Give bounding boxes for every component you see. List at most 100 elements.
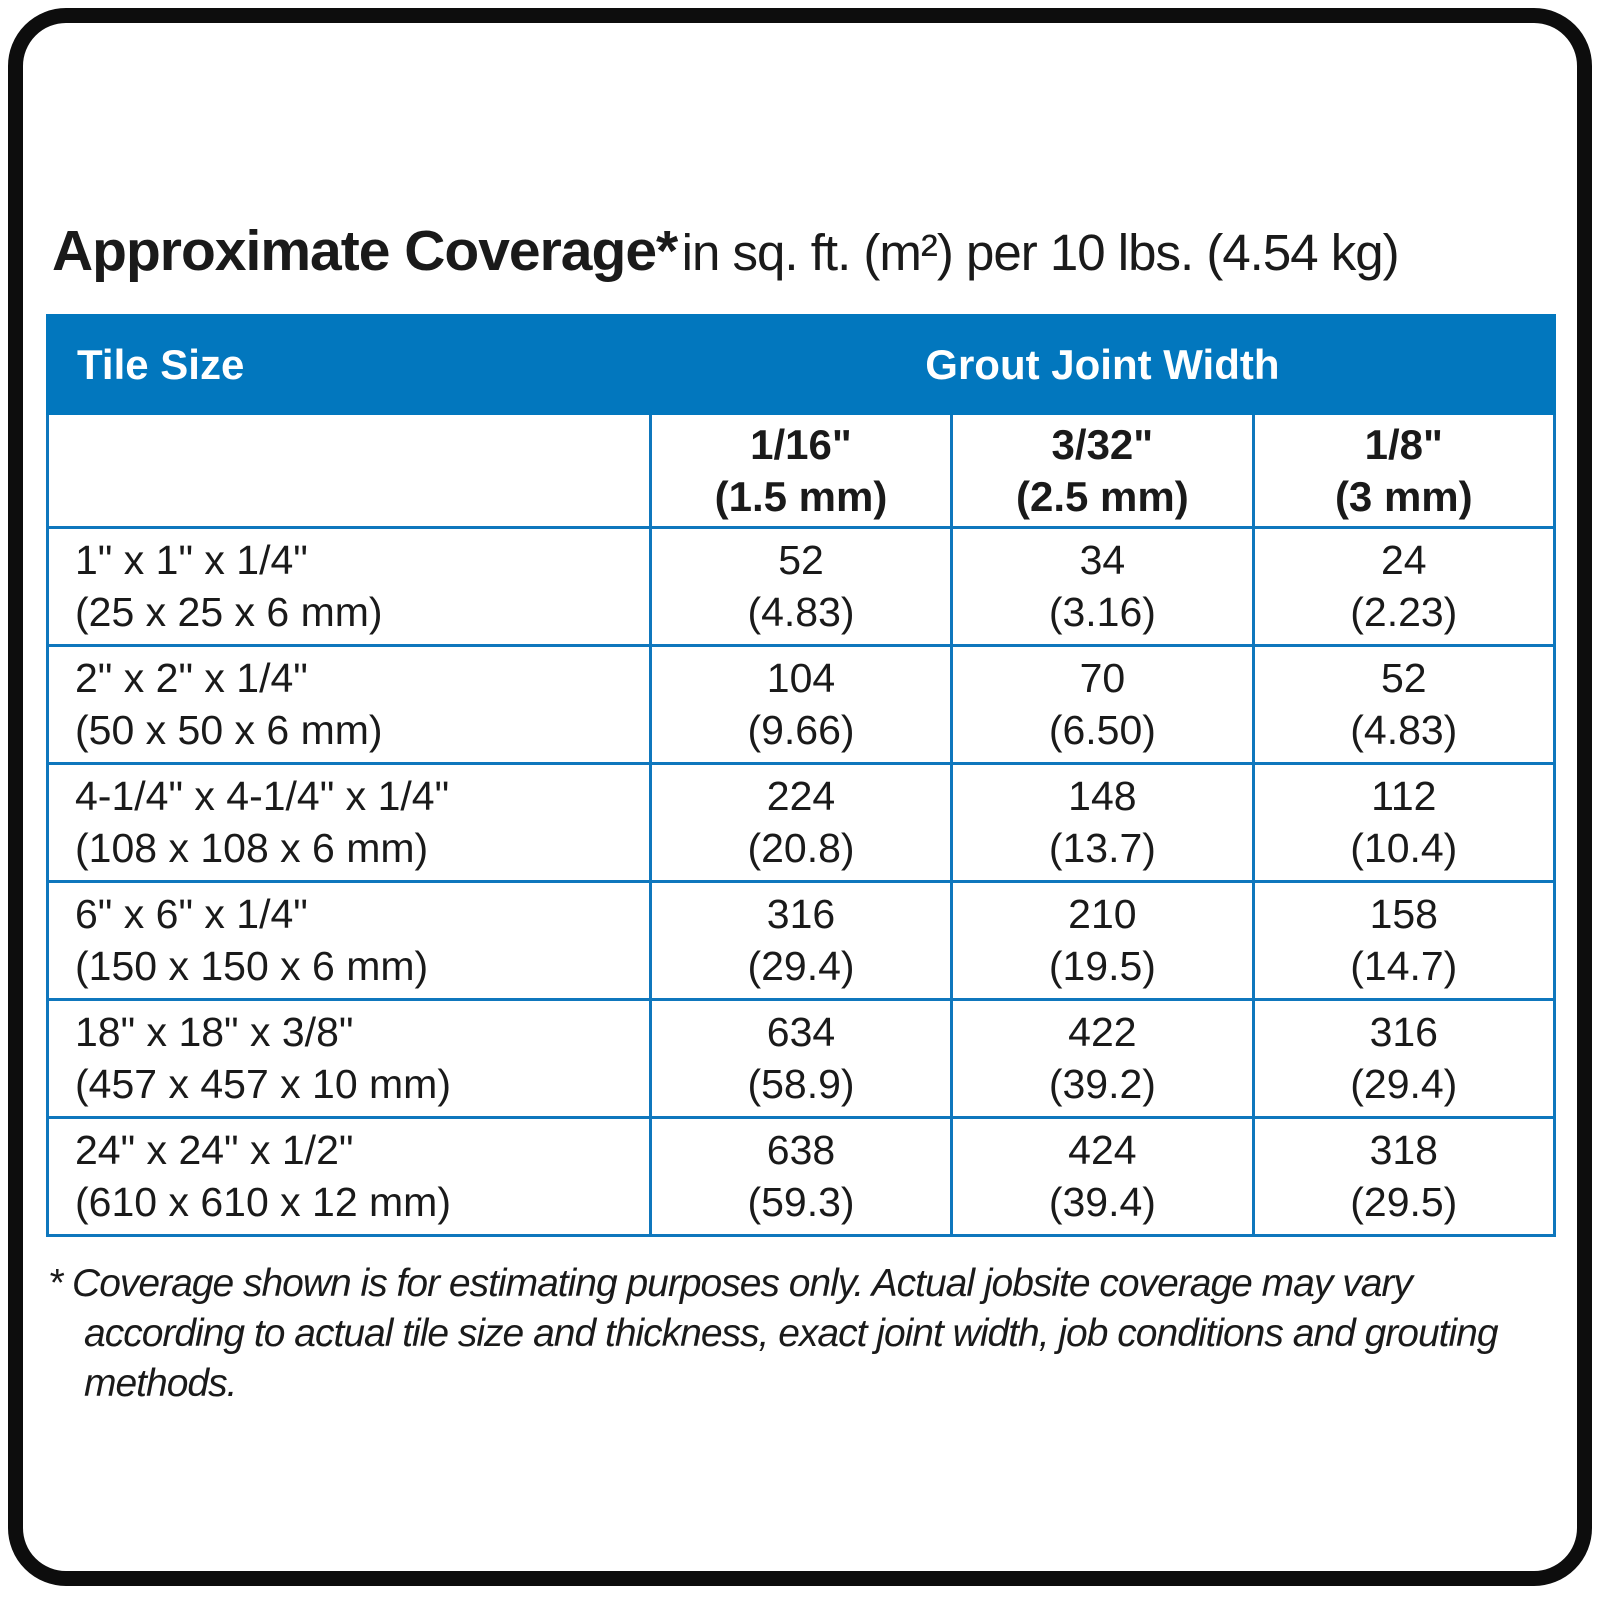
page-title-main: Approximate Coverage* (52, 219, 678, 283)
tile-size-cell: 1" x 1" x 1/4" (25 x 25 x 6 mm) (46, 526, 652, 647)
coverage-sqft: 638 (766, 1127, 836, 1174)
coverage-footnote: * Coverage shown is for estimating purpo… (48, 1259, 1528, 1409)
joint-width-inches: 3/32" (1051, 421, 1154, 469)
coverage-m2: (2.23) (1350, 588, 1458, 635)
page-content: Approximate Coverage* in sq. ft. (m²) pe… (46, 0, 1557, 1409)
joint-width-inches: 1/8" (1364, 421, 1443, 469)
coverage-cell: 316 (29.4) (648, 880, 954, 1001)
tile-size-metric: (150 x 150 x 6 mm) (75, 942, 429, 989)
joint-width-metric: (3 mm) (1334, 472, 1473, 520)
coverage-cell: 424 (39.4) (950, 1116, 1255, 1237)
coverage-m2: (59.3) (747, 1178, 855, 1225)
tile-size-cell: 6" x 6" x 1/4" (150 x 150 x 6 mm) (46, 880, 652, 1001)
coverage-cell: 316 (29.4) (1251, 998, 1557, 1119)
coverage-cell: 104 (9.66) (648, 644, 954, 765)
joint-width-col-3: 1/8" (3 mm) (1251, 412, 1557, 529)
coverage-cell: 52 (4.83) (648, 526, 954, 647)
page-title: Approximate Coverage* in sq. ft. (m²) pe… (52, 218, 1556, 284)
coverage-m2: (20.8) (747, 824, 855, 871)
coverage-cell: 318 (29.5) (1251, 1116, 1557, 1237)
tile-size-inches: 2" x 2" x 1/4" (75, 655, 308, 702)
footnote-text: Coverage shown is for estimating purpose… (72, 1262, 1499, 1405)
coverage-sqft: 224 (766, 773, 836, 820)
coverage-sqft: 52 (778, 537, 824, 584)
coverage-cell: 158 (14.7) (1251, 880, 1557, 1001)
tile-size-cell: 18" x 18" x 3/8" (457 x 457 x 10 mm) (46, 998, 652, 1119)
tile-size-cell: 4-1/4" x 4-1/4" x 1/4" (108 x 108 x 6 mm… (46, 762, 652, 883)
coverage-m2: (4.83) (1350, 706, 1458, 753)
page-title-suffix: in sq. ft. (m²) per 10 lbs. (4.54 kg) (681, 224, 1400, 281)
coverage-cell: 422 (39.2) (950, 998, 1255, 1119)
table-row: 6" x 6" x 1/4" (150 x 150 x 6 mm) 316 (2… (46, 880, 1557, 1001)
coverage-cell: 634 (58.9) (648, 998, 954, 1119)
tile-size-cell: 2" x 2" x 1/4" (50 x 50 x 6 mm) (46, 644, 652, 765)
tile-size-inches: 4-1/4" x 4-1/4" x 1/4" (75, 773, 450, 820)
coverage-m2: (29.4) (747, 942, 855, 989)
tile-size-header: Tile Size (46, 314, 652, 415)
coverage-sqft: 158 (1369, 891, 1438, 938)
table-row: 4-1/4" x 4-1/4" x 1/4" (108 x 108 x 6 mm… (46, 762, 1557, 883)
coverage-sqft: 24 (1380, 537, 1427, 584)
coverage-cell: 638 (59.3) (648, 1116, 954, 1237)
coverage-sqft: 34 (1079, 537, 1126, 584)
coverage-m2: (29.4) (1350, 1060, 1458, 1107)
tile-size-inches: 18" x 18" x 3/8" (75, 1009, 354, 1056)
coverage-sqft: 316 (1369, 1009, 1438, 1056)
table-row: 24" x 24" x 1/2" (610 x 610 x 12 mm) 638… (46, 1116, 1557, 1237)
coverage-m2: (14.7) (1350, 942, 1458, 989)
tile-size-inches: 1" x 1" x 1/4" (75, 537, 308, 584)
coverage-sqft: 148 (1068, 773, 1137, 820)
coverage-m2: (58.9) (747, 1060, 855, 1107)
coverage-sqft: 316 (766, 891, 836, 938)
coverage-sqft: 104 (766, 655, 836, 702)
coverage-sqft: 210 (1068, 891, 1137, 938)
tile-size-metric: (50 x 50 x 6 mm) (75, 706, 383, 753)
coverage-cell: 210 (19.5) (950, 880, 1255, 1001)
coverage-m2: (29.5) (1350, 1178, 1458, 1225)
coverage-m2: (9.66) (747, 706, 855, 753)
footnote-asterisk: * (48, 1262, 63, 1305)
coverage-m2: (39.2) (1048, 1060, 1156, 1107)
coverage-m2: (10.4) (1350, 824, 1458, 871)
coverage-cell: 112 (10.4) (1251, 762, 1557, 883)
tile-size-metric: (108 x 108 x 6 mm) (75, 824, 429, 871)
coverage-m2: (13.7) (1048, 824, 1156, 871)
coverage-cell: 34 (3.16) (950, 526, 1255, 647)
table-row: 18" x 18" x 3/8" (457 x 457 x 10 mm) 634… (46, 998, 1557, 1119)
coverage-cell: 70 (6.50) (950, 644, 1255, 765)
tile-size-inches: 6" x 6" x 1/4" (75, 891, 308, 938)
coverage-sqft: 112 (1371, 773, 1437, 820)
table-row: 1" x 1" x 1/4" (25 x 25 x 6 mm) 52 (4.83… (46, 526, 1557, 647)
coverage-m2: (6.50) (1048, 706, 1156, 753)
coverage-table: Tile Size Grout Joint Width 1/16" (1.5 m… (46, 314, 1557, 1237)
joint-width-inches: 1/16" (750, 421, 852, 469)
joint-width-subheader-row: 1/16" (1.5 mm) 3/32" (2.5 mm) 1/8" (3 mm… (46, 412, 1557, 529)
coverage-sqft: 318 (1369, 1127, 1438, 1174)
coverage-cell: 24 (2.23) (1251, 526, 1557, 647)
empty-corner-cell (46, 412, 652, 529)
joint-width-metric: (2.5 mm) (1016, 472, 1189, 520)
joint-width-col-2: 3/32" (2.5 mm) (950, 412, 1255, 529)
coverage-cell: 148 (13.7) (950, 762, 1255, 883)
coverage-m2: (3.16) (1048, 588, 1156, 635)
coverage-cell: 52 (4.83) (1251, 644, 1557, 765)
coverage-sqft: 634 (766, 1009, 836, 1056)
tile-size-metric: (457 x 457 x 10 mm) (75, 1060, 451, 1107)
coverage-m2: (39.4) (1048, 1178, 1156, 1225)
coverage-sqft: 52 (1380, 655, 1427, 702)
tile-size-metric: (610 x 610 x 12 mm) (75, 1178, 451, 1225)
tile-size-inches: 24" x 24" x 1/2" (75, 1127, 354, 1174)
coverage-sqft: 70 (1079, 655, 1126, 702)
grout-joint-width-header: Grout Joint Width (648, 314, 1557, 415)
joint-width-col-1: 1/16" (1.5 mm) (648, 412, 954, 529)
joint-width-metric: (1.5 mm) (714, 472, 888, 520)
coverage-sqft: 424 (1068, 1127, 1137, 1174)
coverage-sqft: 422 (1068, 1009, 1137, 1056)
coverage-m2: (19.5) (1048, 942, 1156, 989)
tile-size-cell: 24" x 24" x 1/2" (610 x 610 x 12 mm) (46, 1116, 652, 1237)
tile-size-metric: (25 x 25 x 6 mm) (75, 588, 383, 635)
table-row: 2" x 2" x 1/4" (50 x 50 x 6 mm) 104 (9.6… (46, 644, 1557, 765)
coverage-cell: 224 (20.8) (648, 762, 954, 883)
page-title-suffix-text: in sq. ft. (m²) per 10 lbs. (4.54 kg) (681, 224, 1400, 281)
table-header-row: Tile Size Grout Joint Width (46, 314, 1557, 415)
